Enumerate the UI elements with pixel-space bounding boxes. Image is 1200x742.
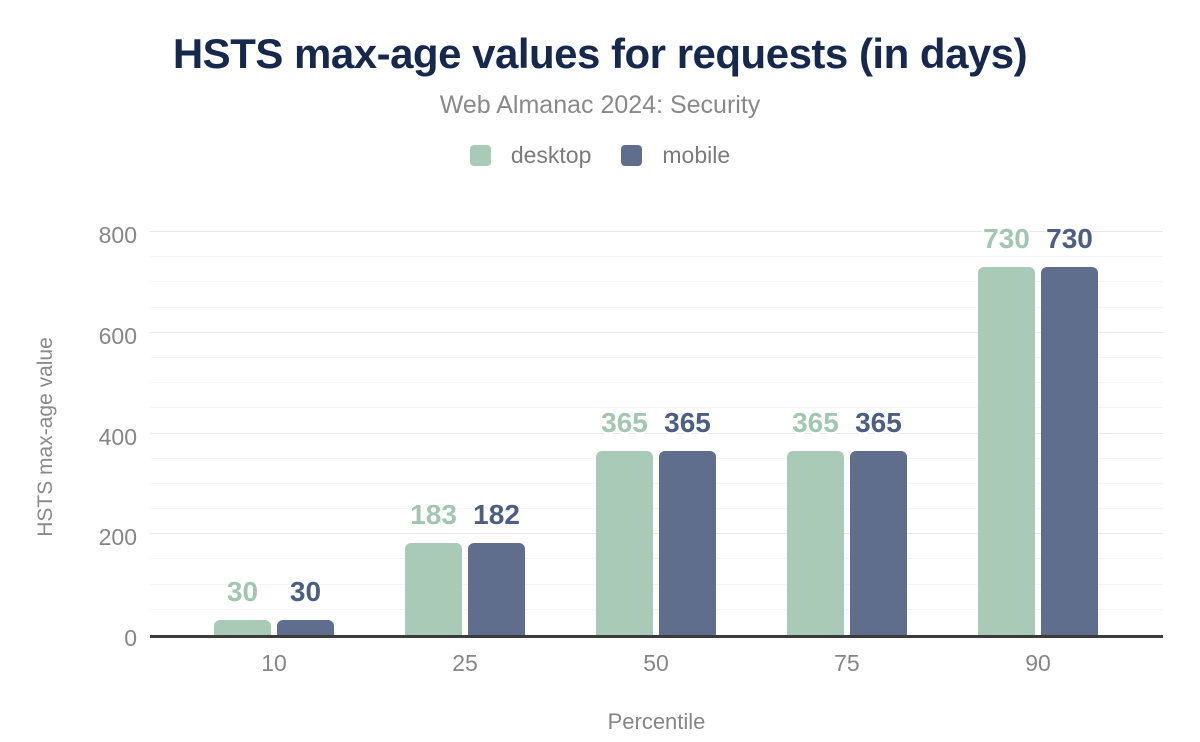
bar-group-p90: 730 730 [977,223,1098,635]
y-tick-label: 0 [124,625,137,651]
bar-value-label-mobile-p50: 365 [664,407,711,439]
legend-label-mobile: mobile [662,142,731,168]
bar-mobile-p25[interactable]: 182 [468,499,526,635]
bar-group-p75: 365 365 [786,407,907,635]
bar-value-label-desktop-p90: 730 [983,223,1030,255]
bar-value-label-mobile-p25: 182 [473,499,520,531]
gridline-minor [150,256,1163,258]
gridline-minor [150,558,1163,560]
chart-subtitle: Web Almanac 2024: Security [439,91,761,119]
x-tick-label-p25: 25 [452,650,478,676]
bar-desktop-p50[interactable]: 365 [595,407,653,635]
gridline-major [150,331,1163,333]
bar-value-label-desktop-p75: 365 [792,407,839,439]
bar-mobile-p10[interactable]: 30 [276,576,334,635]
gridline-minor [150,583,1163,585]
bar-value-label-mobile-p75: 365 [855,407,902,439]
x-tick-label-p75: 75 [834,650,860,676]
bar-value-label-mobile-p90: 730 [1046,223,1093,255]
chart-area: HSTS max-age value 0 200 400 600 800 30 30 10 1… [0,30,1200,742]
gridline-major [150,231,1163,232]
gridline-minor [150,482,1163,484]
legend: desktop mobile [0,142,1200,169]
gridline-minor [150,407,1163,409]
bar-group-p50: 365 365 [595,407,716,635]
gridline-minor [150,356,1163,358]
bar-value-label-desktop-p10: 30 [226,575,259,607]
legend-swatch [621,145,643,166]
bar-value-label-desktop-p50: 365 [601,407,648,439]
gridline-major [150,432,1163,434]
gridline-minor [150,457,1163,459]
bar-value-label-desktop-p25: 183 [410,498,457,530]
legend-item-mobile[interactable]: mobile [621,142,730,169]
y-tick-label: 200 [98,524,137,551]
bar-value-label-mobile-p10: 30 [289,575,322,607]
plot-area: 30 30 10 183 182 25 365 365 50 365 365 75 730 730 90 [150,223,1163,676]
y-tick-label: 800 [98,222,137,248]
x-tick-label-p50: 50 [643,650,669,676]
gridline-minor [150,508,1163,510]
x-tick-label-p90: 90 [1025,650,1051,676]
gridline-minor [150,306,1163,308]
gridline-minor [150,608,1163,610]
bar-desktop-p25[interactable]: 183 [405,499,463,635]
y-tick-label: 400 [98,423,137,450]
bar-group-p10: 30 30 [213,576,334,635]
bar-group-p25: 183 182 [405,499,526,635]
bar-mobile-p90[interactable]: 730 [1040,223,1098,635]
legend-label-desktop: desktop [510,142,592,168]
legend-item-desktop[interactable]: desktop [469,142,592,169]
chart-page: HSTS max-age values for requests (in day… [0,30,1200,742]
x-axis-title: Percentile [607,709,706,734]
gridline-minor [150,382,1163,384]
gridline-major [150,533,1163,535]
bar-desktop-p75[interactable]: 365 [786,407,844,635]
x-tick-label-p10: 10 [261,650,287,676]
bar-mobile-p50[interactable]: 365 [658,407,716,635]
bar-mobile-p75[interactable]: 365 [849,407,907,635]
bar-desktop-p90[interactable]: 730 [977,223,1035,635]
gridline-minor [150,281,1163,283]
legend-swatch [469,145,491,166]
chart-title: HSTS max-age values for requests (in day… [172,30,1028,77]
y-tick-label: 600 [98,322,137,349]
bar-desktop-p10[interactable]: 30 [213,576,271,635]
